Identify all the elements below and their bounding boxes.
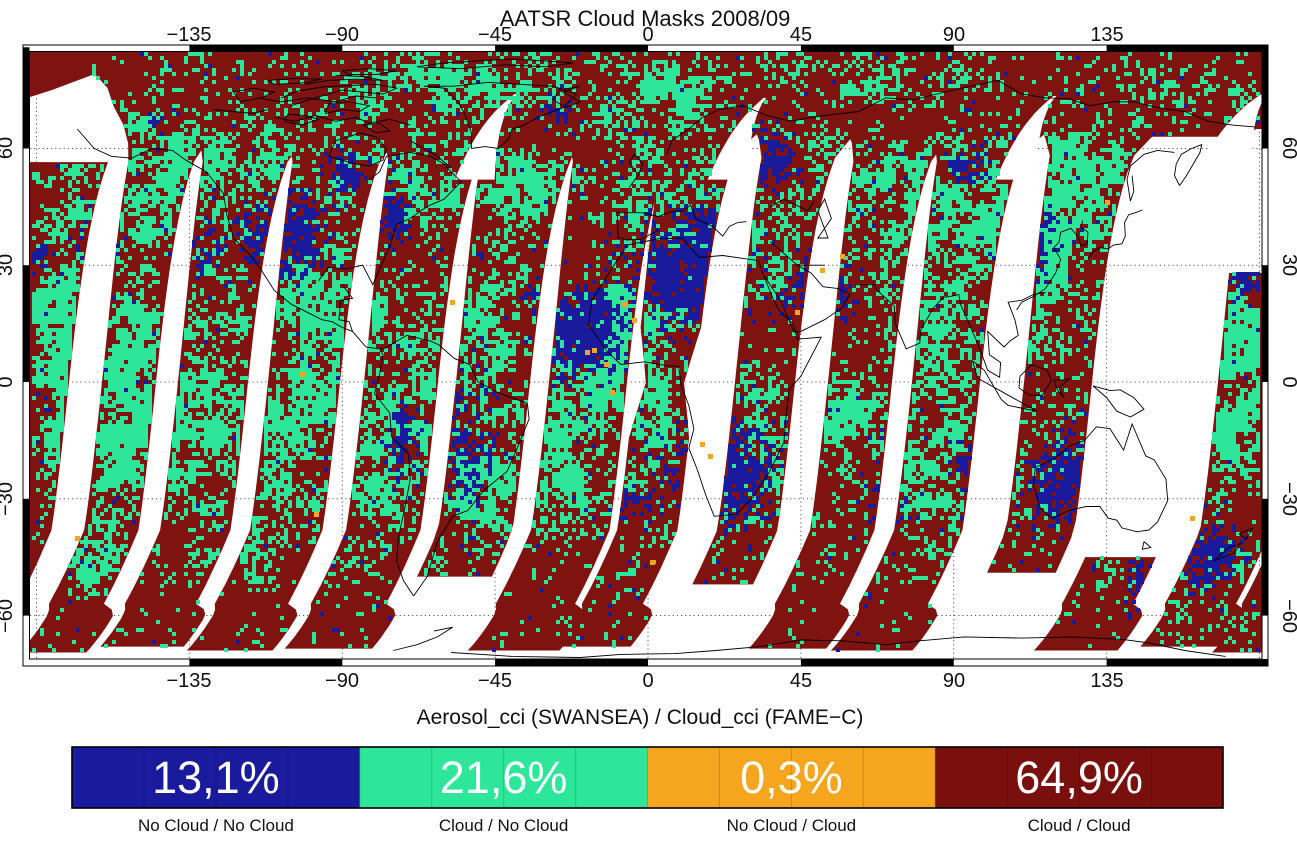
svg-text:90: 90 xyxy=(943,24,965,46)
svg-text:135: 135 xyxy=(1090,24,1123,46)
svg-text:AATSR Cloud Masks 2008/09: AATSR Cloud Masks 2008/09 xyxy=(500,6,791,31)
svg-text:Aerosol_cci (SWANSEA) / Cloud_: Aerosol_cci (SWANSEA) / Cloud_cci (FAME−… xyxy=(417,706,864,729)
svg-text:No Cloud / Cloud: No Cloud / Cloud xyxy=(727,816,856,835)
svg-text:Cloud / No Cloud: Cloud / No Cloud xyxy=(439,816,568,835)
svg-text:30: 30 xyxy=(0,254,17,276)
svg-text:60: 60 xyxy=(1278,137,1297,159)
svg-text:135: 135 xyxy=(1090,670,1123,692)
svg-text:0: 0 xyxy=(642,24,653,46)
svg-text:45: 45 xyxy=(790,670,812,692)
svg-text:−90: −90 xyxy=(325,670,359,692)
svg-text:21,6%: 21,6% xyxy=(440,752,568,803)
svg-text:−30: −30 xyxy=(0,482,17,516)
svg-text:13,1%: 13,1% xyxy=(152,752,280,803)
svg-text:−90: −90 xyxy=(325,24,359,46)
svg-text:0: 0 xyxy=(642,670,653,692)
svg-text:0: 0 xyxy=(0,376,17,387)
svg-text:45: 45 xyxy=(790,24,812,46)
svg-text:0: 0 xyxy=(1278,376,1297,387)
svg-text:0,3%: 0,3% xyxy=(740,752,843,803)
svg-text:Cloud / Cloud: Cloud / Cloud xyxy=(1028,816,1131,835)
svg-text:−60: −60 xyxy=(0,599,17,633)
svg-text:−135: −135 xyxy=(166,670,211,692)
svg-text:−30: −30 xyxy=(1278,482,1297,516)
svg-text:90: 90 xyxy=(943,670,965,692)
svg-text:30: 30 xyxy=(1278,254,1297,276)
svg-text:−45: −45 xyxy=(478,670,512,692)
svg-text:−45: −45 xyxy=(478,24,512,46)
svg-text:−135: −135 xyxy=(166,24,211,46)
svg-text:60: 60 xyxy=(0,137,17,159)
svg-text:−60: −60 xyxy=(1278,599,1297,633)
svg-text:64,9%: 64,9% xyxy=(1015,752,1143,803)
svg-text:No Cloud / No Cloud: No Cloud / No Cloud xyxy=(138,816,294,835)
